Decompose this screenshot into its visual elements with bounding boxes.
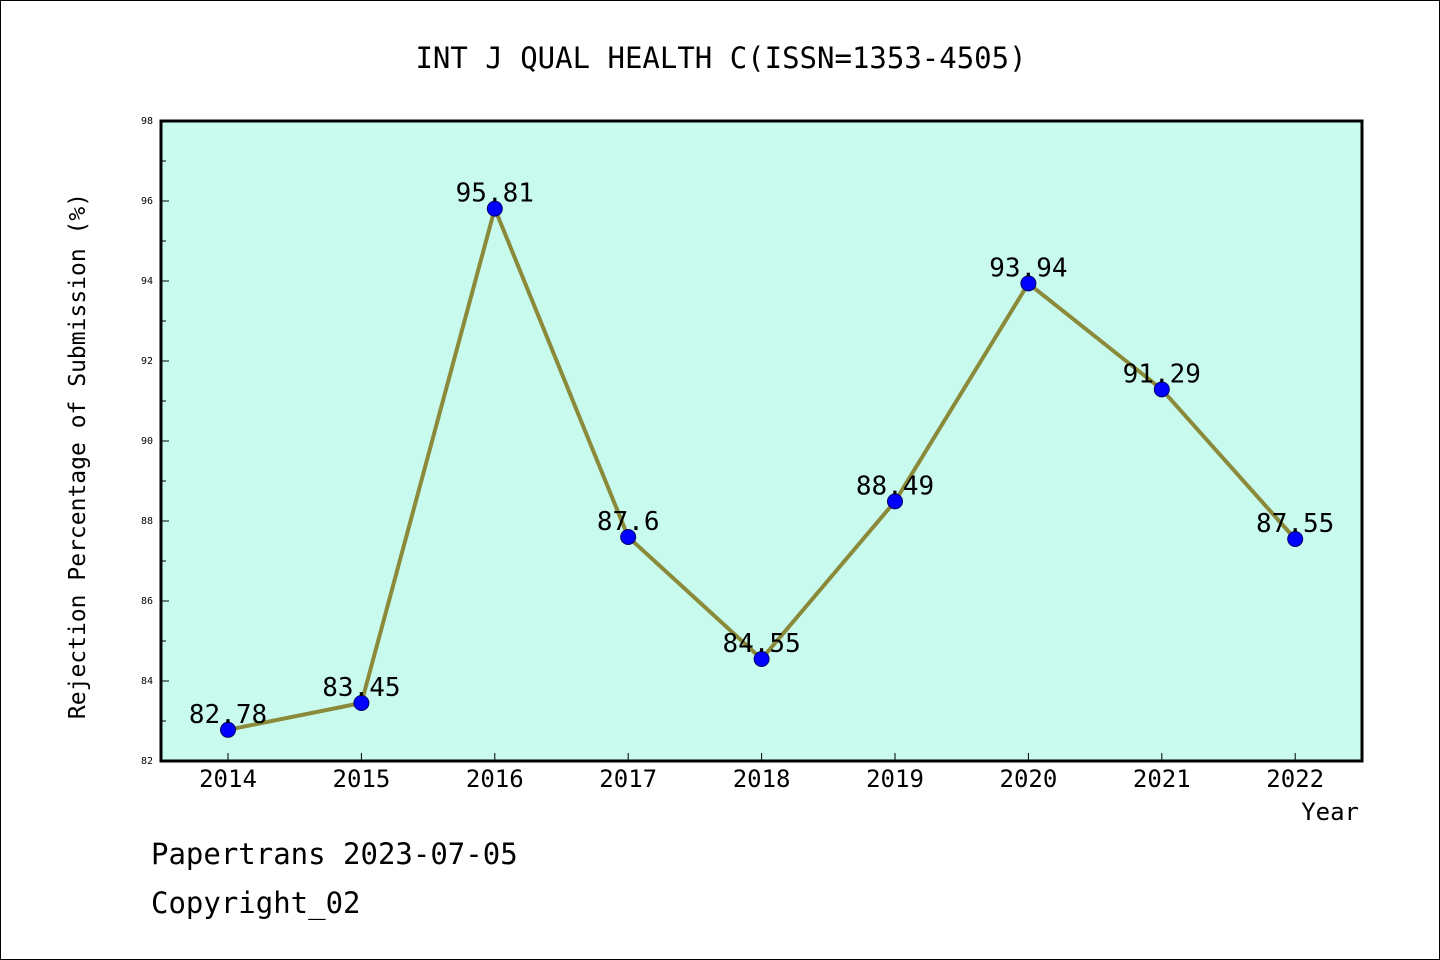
x-tick-label: 2020: [1000, 765, 1058, 793]
x-tick-label: 2019: [866, 765, 924, 793]
data-label: 82.78: [189, 700, 267, 730]
y-axis: 82 84 86 88 90 92 94 96 98: [141, 116, 169, 767]
x-tick-label: 2018: [733, 765, 791, 793]
data-point: [220, 721, 236, 738]
x-tick-label: 2015: [333, 765, 391, 793]
x-tick-label: 2021: [1133, 765, 1191, 793]
x-tick-label: 2017: [599, 765, 657, 793]
data-label: 88.49: [856, 471, 934, 501]
x-axis: 2014 2015 2016 2017 2018 2019 2020 2021 2022: [199, 753, 1324, 793]
data-point: [1153, 381, 1170, 398]
data-label: 95.81: [456, 179, 534, 209]
y-tick-label: 92: [141, 356, 153, 367]
x-axis-label: Year: [1301, 798, 1359, 826]
y-tick-label: 96: [141, 196, 153, 207]
data-label: 93.94: [989, 253, 1067, 283]
data-label: 83.45: [322, 673, 400, 703]
y-tick-label: 86: [141, 596, 153, 607]
x-tick-label: 2014: [199, 765, 257, 793]
data-point: [753, 651, 770, 667]
y-tick-label: 90: [141, 436, 153, 447]
data-labels: 82.78 83.45 95.81 87.6 84.55 88.49 93.94 91.29 8…: [189, 179, 1334, 730]
data-label: 87.6: [597, 507, 660, 537]
x-tick-label: 2022: [1266, 765, 1324, 793]
footer-date-credit: Papertrans 2023-07-05: [151, 837, 518, 871]
series-rejection-rate: [220, 200, 1304, 738]
data-point: [353, 695, 370, 711]
y-tick-label: 98: [141, 116, 153, 127]
data-point: [620, 529, 637, 545]
data-label: 91.29: [1123, 359, 1201, 389]
y-tick-label: 84: [141, 676, 153, 687]
y-tick-label: 82: [141, 756, 153, 767]
data-label: 87.55: [1256, 509, 1334, 539]
y-tick-label: 94: [141, 276, 153, 287]
data-label: 84.55: [722, 629, 800, 659]
data-point: [1287, 531, 1304, 547]
data-point: [486, 200, 503, 217]
data-point: [887, 493, 903, 510]
x-tick-label: 2016: [466, 765, 524, 793]
footer-copyright: Copyright_02: [151, 886, 361, 920]
y-tick-label: 88: [141, 516, 153, 527]
y-axis-label: Rejection Percentage of Submission (%): [65, 193, 91, 719]
chart-title: INT J QUAL HEALTH C(ISSN=1353-4505): [415, 41, 1026, 75]
data-point: [1020, 275, 1037, 292]
